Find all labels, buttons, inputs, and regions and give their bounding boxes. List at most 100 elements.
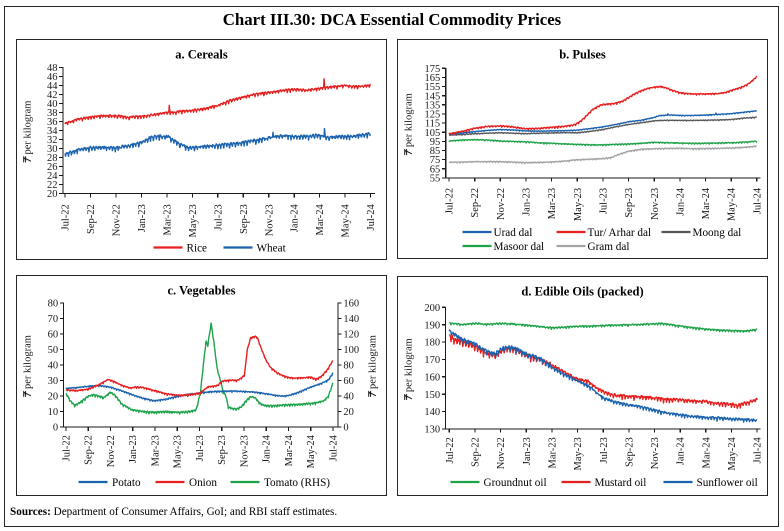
svg-text:46: 46 [47, 72, 58, 83]
svg-text:Jan-24: Jan-24 [675, 436, 686, 465]
svg-text:Jul-23: Jul-23 [195, 435, 206, 461]
svg-text:55: 55 [429, 174, 440, 185]
svg-text:Mar-23: Mar-23 [150, 435, 161, 466]
svg-text:115: 115 [424, 119, 439, 130]
svg-text:34: 34 [47, 126, 58, 137]
svg-text:Mar-23: Mar-23 [547, 188, 558, 219]
svg-text:140: 140 [424, 407, 440, 418]
svg-text:80: 80 [47, 299, 58, 310]
svg-text:100: 100 [343, 345, 359, 356]
svg-text:Jul-23: Jul-23 [213, 204, 224, 230]
svg-text:105: 105 [424, 128, 440, 139]
svg-text:150: 150 [424, 390, 440, 401]
svg-text:Groundnut oil: Groundnut oil [483, 477, 546, 489]
svg-text:40: 40 [343, 392, 354, 403]
svg-text:0: 0 [343, 423, 348, 434]
svg-text:120: 120 [343, 330, 359, 341]
svg-text:200: 200 [424, 303, 440, 314]
svg-text:Jan-23: Jan-23 [128, 435, 139, 463]
svg-text:160: 160 [343, 299, 359, 310]
svg-text:190: 190 [424, 320, 440, 331]
svg-text:80: 80 [343, 361, 354, 372]
svg-text:Jul-23: Jul-23 [598, 437, 609, 463]
svg-text:38: 38 [47, 108, 58, 119]
svg-text:Mustard oil: Mustard oil [594, 477, 646, 489]
svg-text:Rice: Rice [186, 243, 207, 255]
svg-text:Potato: Potato [112, 477, 141, 489]
svg-text:155: 155 [424, 82, 440, 93]
svg-text:26: 26 [47, 162, 58, 173]
svg-text:40: 40 [47, 99, 58, 110]
svg-text:28: 28 [47, 153, 58, 164]
svg-text:10: 10 [47, 407, 58, 418]
svg-text:Sep-22: Sep-22 [83, 435, 94, 465]
svg-text:Tur/ Arhar dal: Tur/ Arhar dal [587, 227, 651, 239]
svg-text:Nov-22: Nov-22 [496, 437, 507, 469]
svg-text:Wheat: Wheat [256, 243, 286, 255]
svg-text:135: 135 [424, 100, 440, 111]
svg-text:22: 22 [47, 180, 58, 191]
svg-text:175: 175 [424, 64, 440, 75]
svg-text:20: 20 [47, 189, 58, 200]
svg-text:Nov-23: Nov-23 [650, 437, 661, 469]
svg-text:May-23: May-23 [572, 188, 583, 221]
svg-text:Nov-23: Nov-23 [239, 435, 250, 467]
svg-text:Onion: Onion [189, 477, 217, 489]
svg-text:Jul-24: Jul-24 [366, 203, 377, 230]
svg-text:May-23: May-23 [187, 204, 198, 237]
svg-text:Nov-22: Nov-22 [111, 204, 122, 236]
svg-text:Sep-23: Sep-23 [217, 435, 228, 465]
svg-text:Jan-24: Jan-24 [261, 434, 272, 463]
svg-text:70: 70 [47, 314, 58, 325]
svg-text:85: 85 [429, 146, 440, 157]
svg-text:per kilogram: per kilogram [22, 101, 33, 155]
svg-text:Jan-23: Jan-23 [521, 437, 532, 465]
svg-text:30: 30 [47, 376, 58, 387]
svg-text:60: 60 [343, 376, 354, 387]
svg-text:Jul-24: Jul-24 [752, 187, 763, 214]
svg-text:50: 50 [47, 345, 58, 356]
svg-text:145: 145 [424, 91, 440, 102]
svg-text:95: 95 [429, 137, 440, 148]
svg-text:d. Edible Oils (packed): d. Edible Oils (packed) [521, 285, 643, 299]
svg-text:Jul-23: Jul-23 [598, 188, 609, 214]
svg-text:May-24: May-24 [340, 203, 351, 237]
svg-text:May-23: May-23 [172, 435, 183, 468]
svg-text:b. Pulses: b. Pulses [559, 48, 606, 62]
svg-text:44: 44 [47, 81, 58, 92]
svg-text:Sep-23: Sep-23 [624, 188, 635, 218]
svg-text:130: 130 [424, 425, 440, 436]
svg-text:Nov-23: Nov-23 [649, 188, 660, 220]
svg-text:May-24: May-24 [727, 436, 738, 470]
svg-text:Jan-24: Jan-24 [289, 203, 300, 232]
svg-text:May-24: May-24 [726, 187, 737, 221]
svg-text:30: 30 [47, 144, 58, 155]
svg-text:Nov-22: Nov-22 [495, 188, 506, 220]
svg-text:Mar-23: Mar-23 [162, 204, 173, 235]
svg-text:20: 20 [47, 392, 58, 403]
svg-text:20: 20 [343, 407, 354, 418]
svg-text:125: 125 [424, 110, 440, 121]
svg-text:c. Vegetables: c. Vegetables [167, 284, 235, 298]
svg-text:May-24: May-24 [306, 434, 317, 468]
svg-text:May-23: May-23 [573, 437, 584, 470]
svg-text:170: 170 [424, 355, 440, 366]
svg-text:75: 75 [429, 155, 440, 166]
svg-text:Sep-22: Sep-22 [470, 437, 481, 467]
svg-text:48: 48 [47, 63, 58, 74]
svg-text:per kilogram: per kilogram [403, 338, 414, 392]
svg-text:42: 42 [47, 90, 58, 101]
svg-text:Gram dal: Gram dal [587, 241, 629, 253]
svg-text:165: 165 [424, 73, 440, 84]
svg-text:Jan-23: Jan-23 [137, 204, 148, 232]
svg-text:Sep-23: Sep-23 [624, 437, 635, 467]
svg-text:Mar-24: Mar-24 [701, 187, 712, 219]
svg-text:180: 180 [424, 338, 440, 349]
svg-text:32: 32 [47, 135, 58, 146]
svg-text:Jan-24: Jan-24 [675, 187, 686, 216]
svg-text:140: 140 [343, 314, 359, 325]
svg-text:Jul-24: Jul-24 [328, 434, 339, 461]
svg-text:Jul-22: Jul-22 [444, 188, 455, 214]
svg-text:Jul-22: Jul-22 [60, 204, 71, 230]
svg-text:Mar-24: Mar-24 [315, 203, 326, 235]
